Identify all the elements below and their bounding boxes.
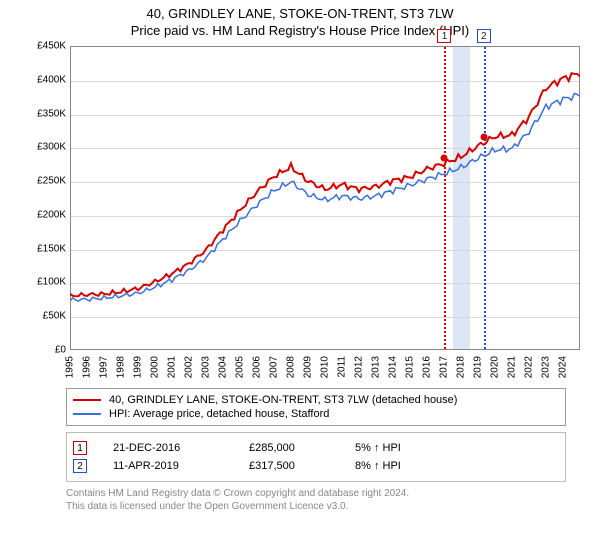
x-tick: 2015 — [405, 356, 416, 378]
plot-area: 12 £0£50K£100K£150K£200K£250K£300K£350K£… — [24, 46, 584, 386]
x-tick: 2006 — [252, 356, 263, 378]
legend-label: HPI: Average price, detached house, Staf… — [109, 408, 329, 420]
transaction-row: 2 11-APR-2019 £317,500 8% ↑ HPI — [73, 457, 559, 475]
y-tick: £300K — [24, 142, 66, 153]
y-tick: £350K — [24, 108, 66, 119]
legend-swatch — [73, 413, 101, 415]
x-tick: 2012 — [354, 356, 365, 378]
legend-row: 40, GRINDLEY LANE, STOKE-ON-TRENT, ST3 7… — [73, 393, 559, 407]
y-tick: £100K — [24, 277, 66, 288]
transaction-date: 21-DEC-2016 — [113, 442, 223, 454]
y-tick: £400K — [24, 74, 66, 85]
x-tick: 2017 — [439, 356, 450, 378]
event-marker: 1 — [437, 29, 451, 43]
y-tick: £450K — [24, 41, 66, 52]
x-tick: 2011 — [337, 356, 348, 378]
transaction-marker: 2 — [73, 459, 87, 473]
x-tick: 2014 — [388, 356, 399, 378]
transaction-delta: 8% ↑ HPI — [355, 460, 445, 472]
x-tick: 1999 — [133, 356, 144, 378]
x-tick: 2005 — [235, 356, 246, 378]
legend: 40, GRINDLEY LANE, STOKE-ON-TRENT, ST3 7… — [66, 388, 566, 426]
legend-swatch — [73, 399, 101, 401]
x-tick: 1997 — [99, 356, 110, 378]
transaction-price: £317,500 — [249, 460, 329, 472]
transactions-table: 1 21-DEC-2016 £285,000 5% ↑ HPI 2 11-APR-2019… — [66, 432, 566, 482]
footer-attribution: Contains HM Land Registry data © Crown c… — [66, 487, 566, 513]
x-tick: 2008 — [286, 356, 297, 378]
x-tick: 2021 — [507, 356, 518, 378]
series-line — [70, 73, 580, 296]
transaction-delta: 5% ↑ HPI — [355, 442, 445, 454]
x-tick: 2001 — [167, 356, 178, 378]
line-series-svg — [70, 46, 580, 350]
x-tick: 2016 — [422, 356, 433, 378]
transaction-price: £285,000 — [249, 442, 329, 454]
x-tick: 2019 — [473, 356, 484, 378]
y-tick: £150K — [24, 243, 66, 254]
x-tick: 2002 — [184, 356, 195, 378]
x-tick: 2007 — [269, 356, 280, 378]
x-tick: 1998 — [116, 356, 127, 378]
x-tick: 1995 — [65, 356, 76, 378]
y-tick: £250K — [24, 176, 66, 187]
x-tick: 2018 — [456, 356, 467, 378]
legend-label: 40, GRINDLEY LANE, STOKE-ON-TRENT, ST3 7… — [109, 394, 457, 406]
event-marker: 2 — [477, 29, 491, 43]
x-tick: 2020 — [490, 356, 501, 378]
x-tick: 2010 — [320, 356, 331, 378]
legend-row: HPI: Average price, detached house, Staf… — [73, 407, 559, 421]
x-tick: 2009 — [303, 356, 314, 378]
x-tick: 2003 — [201, 356, 212, 378]
x-tick: 2022 — [524, 356, 535, 378]
footer-line2: This data is licensed under the Open Gov… — [66, 500, 566, 513]
page-subtitle: Price paid vs. HM Land Registry's House … — [10, 23, 590, 38]
x-tick: 2013 — [371, 356, 382, 378]
x-tick: 1996 — [82, 356, 93, 378]
x-tick: 2023 — [541, 356, 552, 378]
x-tick: 2024 — [558, 356, 569, 378]
transaction-date: 11-APR-2019 — [113, 460, 223, 472]
x-tick: 2000 — [150, 356, 161, 378]
y-tick: £50K — [24, 311, 66, 322]
transaction-row: 1 21-DEC-2016 £285,000 5% ↑ HPI — [73, 439, 559, 457]
transaction-marker: 1 — [73, 441, 87, 455]
chart-container: 40, GRINDLEY LANE, STOKE-ON-TRENT, ST3 7… — [0, 0, 600, 560]
footer-line1: Contains HM Land Registry data © Crown c… — [66, 487, 566, 500]
series-line — [70, 94, 580, 302]
page-title: 40, GRINDLEY LANE, STOKE-ON-TRENT, ST3 7… — [10, 6, 590, 21]
x-tick: 2004 — [218, 356, 229, 378]
y-tick: £200K — [24, 209, 66, 220]
y-tick: £0 — [24, 345, 66, 356]
